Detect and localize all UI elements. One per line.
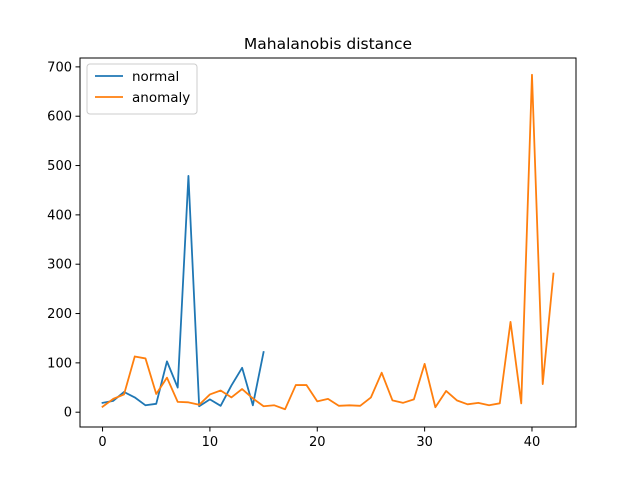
y-tick-label: 400 xyxy=(47,208,72,223)
legend-label: normal xyxy=(132,69,179,85)
series-layer xyxy=(101,73,555,411)
chart-title: Mahalanobis distance xyxy=(244,35,412,53)
series-line-normal xyxy=(101,174,265,408)
x-tick-label: 0 xyxy=(98,435,106,450)
y-tick-label: 500 xyxy=(47,159,72,174)
y-tick-label: 200 xyxy=(47,307,72,322)
plot-area xyxy=(80,58,576,427)
legend: normal anomaly xyxy=(86,63,198,115)
legend-label: anomaly xyxy=(132,90,190,106)
plot-background xyxy=(80,58,576,427)
y-tick-label: 0 xyxy=(64,406,72,421)
x-tick-label: 10 xyxy=(202,435,219,450)
x-tick-label: 30 xyxy=(416,435,433,450)
y-tick-label: 600 xyxy=(47,110,72,125)
y-tick-label: 700 xyxy=(47,60,72,75)
x-tick-label: 20 xyxy=(309,435,326,450)
y-tick-label: 300 xyxy=(47,258,72,273)
series-line-anomaly xyxy=(101,73,555,411)
x-tick-label: 40 xyxy=(524,435,541,450)
y-tick-label: 100 xyxy=(47,356,72,371)
axes-frame xyxy=(79,57,577,428)
